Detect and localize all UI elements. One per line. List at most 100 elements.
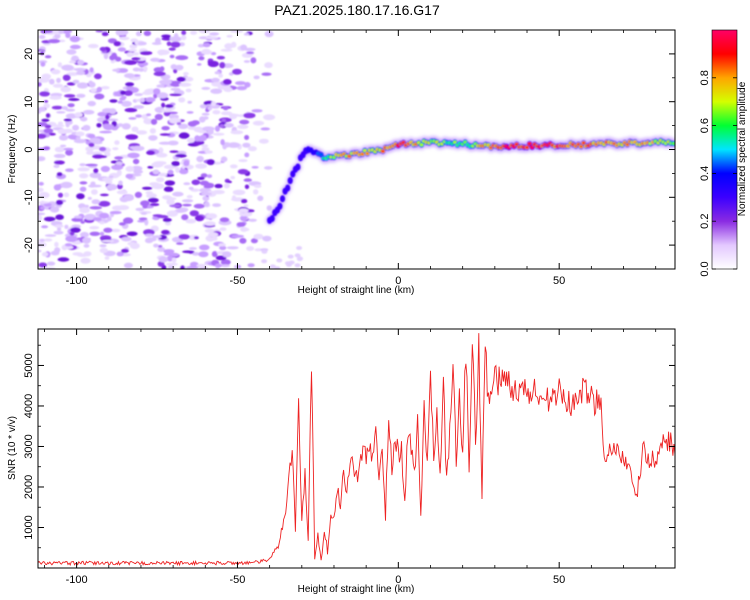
noise-speckle [214,183,223,189]
noise-speckle [38,212,46,216]
x-tick-label: 0 [395,574,401,586]
noise-speckle [67,103,75,108]
noise-speckle [246,246,255,251]
noise-speckle [99,130,112,134]
noise-speckle [253,233,264,240]
noise-speckle [87,133,96,139]
ridge-peak-dot [672,142,675,145]
noise-speckle [65,235,78,242]
noise-speckle [161,102,166,108]
noise-speckle [47,261,56,266]
noise-speckle [162,195,172,200]
noise-speckle [296,246,303,250]
noise-speckle [166,41,172,47]
noise-speckle [243,32,250,36]
noise-speckle [96,123,102,128]
noise-speckle [49,78,55,85]
noise-speckle [166,199,175,205]
noise-speckle [147,166,154,169]
noise-speckle [243,178,252,182]
noise-speckle [178,82,192,87]
noise-speckle [146,150,156,155]
noise-speckle [201,144,209,148]
noise-speckle [296,257,303,262]
noise-speckle [83,244,90,248]
noise-speckle [57,227,62,231]
spectrogram-x-ticks: -100 -50 0 50 [44,30,657,287]
noise-speckle [114,156,124,160]
noise-speckle [43,128,54,134]
noise-speckle [99,221,105,225]
noise-speckle [202,42,211,48]
noise-speckle [53,184,62,191]
noise-speckle [90,88,97,93]
noise-speckle [182,203,192,207]
noise-speckle [219,227,227,231]
colorbar: 0.0 0.2 0.4 0.6 0.8 Normalized spectral ampl… [699,29,748,277]
noise-speckle [55,199,64,206]
noise-speckle [169,36,182,42]
noise-speckle [142,91,153,95]
noise-speckle [211,251,218,258]
noise-speckle [63,94,76,98]
noise-speckle [232,68,242,75]
noise-speckle [71,55,79,62]
noise-speckle [175,166,180,173]
noise-speckle [152,169,160,175]
noise-speckle [294,253,301,258]
noise-speckle [39,238,46,242]
noise-speckle [48,132,56,136]
noise-speckle [61,64,74,71]
noise-speckle [205,36,219,40]
noise-speckle [159,133,171,136]
noise-speckle [116,169,122,176]
noise-speckle [54,247,61,253]
noise-speckle [136,130,148,135]
noise-speckle [153,88,161,95]
y-tick-label: -10 [23,189,35,205]
noise-speckle [218,243,226,247]
noise-speckle [166,255,174,262]
noise-speckle [247,263,255,268]
noise-speckle [93,168,99,174]
noise-speckle [43,103,51,109]
noise-speckle [170,87,181,91]
ridge-peak-dot [363,149,367,152]
noise-speckle [181,30,187,36]
noise-speckle [224,43,234,50]
noise-speckle [191,179,201,186]
noise-speckle [157,49,170,55]
noise-speckle [194,215,205,222]
noise-speckle [102,108,114,114]
noise-speckle [199,244,210,251]
noise-speckle [113,41,122,47]
noise-speckle [196,63,202,66]
noise-speckle [161,126,170,131]
noise-speckle [57,121,64,126]
noise-speckle [87,196,92,200]
signal-ridge-core [267,137,675,224]
noise-speckle [117,100,123,104]
noise-speckle [243,112,256,119]
noise-speckle [79,173,89,179]
noise-speckle [244,47,256,52]
noise-speckle [132,67,141,72]
noise-speckle [40,206,45,210]
noise-speckle [219,217,230,223]
noise-speckle [127,241,136,246]
noise-speckle [188,247,197,250]
noise-speckle [170,253,180,257]
noise-speckle [154,113,163,121]
noise-speckle [158,147,164,154]
noise-speckle [156,177,165,183]
x-tick-label: -50 [230,275,246,287]
noise-speckle [232,189,246,196]
noise-speckle [58,30,65,34]
signal-ridge [265,135,675,226]
noise-speckle [196,263,207,268]
noise-speckle [124,73,135,79]
noise-speckle [207,60,219,68]
noise-speckle [220,156,228,162]
noise-speckle [149,203,160,207]
